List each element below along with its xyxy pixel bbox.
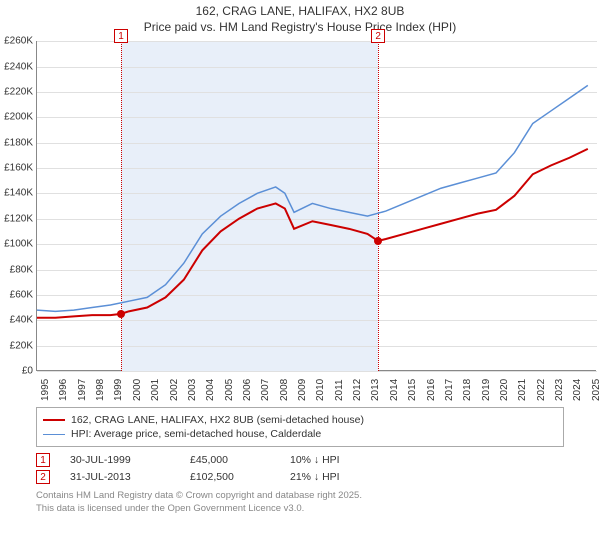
y-tick-label: £100K bbox=[1, 239, 33, 250]
x-tick-label: 2017 bbox=[444, 379, 455, 401]
legend-label: HPI: Average price, semi-detached house,… bbox=[71, 428, 321, 440]
x-tick-label: 2008 bbox=[279, 379, 290, 401]
sale-delta: 10% ↓ HPI bbox=[290, 454, 340, 466]
y-tick-label: £60K bbox=[1, 290, 33, 301]
x-tick-label: 2009 bbox=[297, 379, 308, 401]
gridline bbox=[37, 371, 597, 372]
y-tick-label: £260K bbox=[1, 36, 33, 47]
legend-box: 162, CRAG LANE, HALIFAX, HX2 8UB (semi-d… bbox=[36, 407, 564, 447]
legend-swatch bbox=[43, 419, 65, 421]
x-tick-label: 1995 bbox=[40, 379, 51, 401]
x-tick-label: 2002 bbox=[169, 379, 180, 401]
x-tick-label: 2011 bbox=[334, 380, 345, 402]
title-subtitle: Price paid vs. HM Land Registry's House … bbox=[0, 20, 600, 36]
series-price_paid bbox=[37, 149, 588, 318]
sale-row: 1 30-JUL-1999 £45,000 10% ↓ HPI bbox=[36, 453, 564, 467]
title-address: 162, CRAG LANE, HALIFAX, HX2 8UB bbox=[0, 4, 600, 20]
x-tick-label: 2013 bbox=[370, 379, 381, 401]
y-tick-label: £0 bbox=[1, 366, 33, 377]
x-tick-label: 2006 bbox=[242, 379, 253, 401]
x-tick-label: 2016 bbox=[426, 379, 437, 401]
x-tick-label: 2020 bbox=[499, 379, 510, 401]
x-tick-label: 2024 bbox=[572, 379, 583, 401]
x-tick-label: 2015 bbox=[407, 379, 418, 401]
x-tick-label: 2007 bbox=[260, 379, 271, 401]
x-tick-label: 2019 bbox=[481, 379, 492, 401]
sale-price: £102,500 bbox=[190, 471, 270, 483]
x-tick-label: 2001 bbox=[150, 379, 161, 401]
x-tick-label: 2018 bbox=[462, 379, 473, 401]
legend-label: 162, CRAG LANE, HALIFAX, HX2 8UB (semi-d… bbox=[71, 414, 364, 426]
sale-point bbox=[374, 237, 382, 245]
x-tick-label: 2021 bbox=[517, 379, 528, 401]
x-tick-label: 2014 bbox=[389, 379, 400, 401]
plot-region: £0£20K£40K£60K£80K£100K£120K£140K£160K£1… bbox=[36, 41, 596, 371]
y-tick-label: £140K bbox=[1, 188, 33, 199]
x-tick-label: 1997 bbox=[77, 379, 88, 401]
sales-table: 1 30-JUL-1999 £45,000 10% ↓ HPI 2 31-JUL-2013… bbox=[36, 453, 564, 484]
footer-line-2: This data is licensed under the Open Gov… bbox=[36, 503, 564, 515]
sale-marker-badge: 1 bbox=[114, 29, 128, 43]
legend-item: HPI: Average price, semi-detached house,… bbox=[43, 428, 557, 440]
x-tick-label: 2003 bbox=[187, 379, 198, 401]
x-tick-label: 1999 bbox=[113, 379, 124, 401]
sale-row: 2 31-JUL-2013 £102,500 21% ↓ HPI bbox=[36, 470, 564, 484]
footer-attribution: Contains HM Land Registry data © Crown c… bbox=[36, 490, 564, 515]
y-tick-label: £120K bbox=[1, 213, 33, 224]
y-tick-label: £200K bbox=[1, 112, 33, 123]
sale-marker-badge: 2 bbox=[371, 29, 385, 43]
y-tick-label: £220K bbox=[1, 86, 33, 97]
x-tick-label: 2010 bbox=[315, 379, 326, 401]
footer-line-1: Contains HM Land Registry data © Crown c… bbox=[36, 490, 564, 502]
x-tick-label: 2022 bbox=[536, 379, 547, 401]
sale-delta: 21% ↓ HPI bbox=[290, 471, 340, 483]
x-tick-label: 1998 bbox=[95, 379, 106, 401]
y-tick-label: £180K bbox=[1, 137, 33, 148]
sale-number-badge: 2 bbox=[36, 470, 50, 484]
y-tick-label: £160K bbox=[1, 163, 33, 174]
sale-date: 30-JUL-1999 bbox=[70, 454, 170, 466]
x-tick-label: 2005 bbox=[224, 379, 235, 401]
sale-point bbox=[117, 310, 125, 318]
line-series-svg bbox=[37, 41, 597, 371]
sale-price: £45,000 bbox=[190, 454, 270, 466]
y-tick-label: £40K bbox=[1, 315, 33, 326]
legend-swatch bbox=[43, 434, 65, 435]
chart-area: £0£20K£40K£60K£80K£100K£120K£140K£160K£1… bbox=[36, 41, 596, 401]
x-tick-label: 2012 bbox=[352, 379, 363, 401]
x-tick-label: 1996 bbox=[58, 379, 69, 401]
x-tick-label: 2000 bbox=[132, 379, 143, 401]
y-tick-label: £80K bbox=[1, 264, 33, 275]
y-tick-label: £20K bbox=[1, 340, 33, 351]
y-tick-label: £240K bbox=[1, 61, 33, 72]
sale-number-badge: 1 bbox=[36, 453, 50, 467]
legend-item: 162, CRAG LANE, HALIFAX, HX2 8UB (semi-d… bbox=[43, 414, 557, 426]
x-tick-label: 2025 bbox=[591, 379, 600, 401]
chart-title: 162, CRAG LANE, HALIFAX, HX2 8UB Price p… bbox=[0, 0, 600, 35]
x-tick-label: 2004 bbox=[205, 379, 216, 401]
x-tick-label: 2023 bbox=[554, 379, 565, 401]
sale-date: 31-JUL-2013 bbox=[70, 471, 170, 483]
series-hpi bbox=[37, 86, 588, 312]
